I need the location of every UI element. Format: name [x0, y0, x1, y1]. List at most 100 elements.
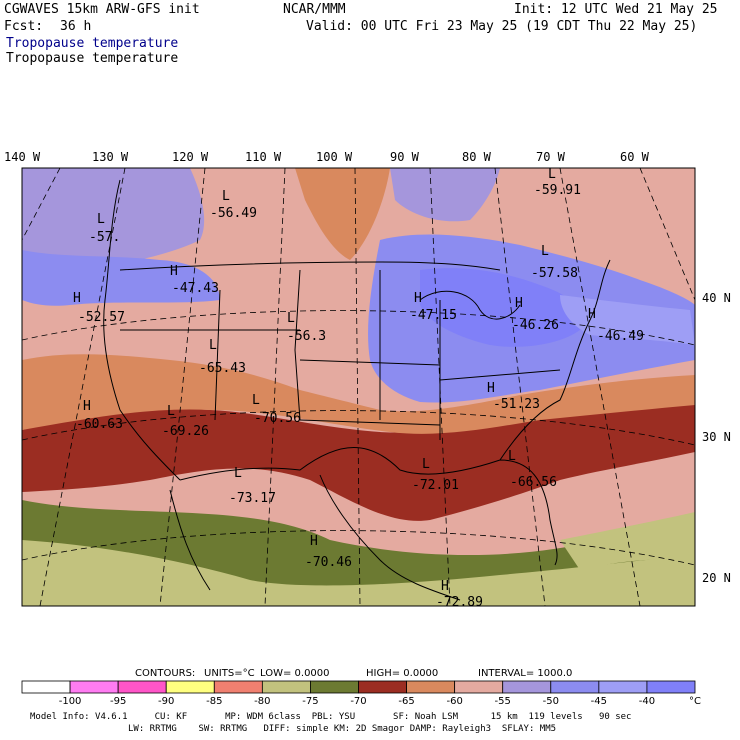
colorbar-tick-label: -45: [591, 696, 607, 707]
colorbar-swatch: [21, 680, 71, 694]
low-marker: L: [548, 167, 556, 182]
contours-title: CONTOURS:: [135, 668, 195, 679]
extremum-value: -70.56: [254, 411, 301, 426]
extremum-value: -70.46: [305, 555, 352, 570]
colorbar-swatch: [165, 680, 215, 694]
colorbar-tick-label: -70: [350, 696, 366, 707]
low-marker: L: [252, 393, 260, 408]
low-marker: L: [234, 466, 242, 481]
colorbar-swatch: [117, 680, 167, 694]
extremum-value: -47.43: [172, 281, 219, 296]
extremum-value: -72.01: [412, 478, 459, 493]
low-marker: L: [508, 449, 516, 464]
colorbar-tick-label: -60: [446, 696, 462, 707]
extremum-value: -46.49: [597, 329, 644, 344]
colorbar-tick-label: -85: [206, 696, 222, 707]
colorbar-swatch: [646, 680, 696, 694]
extremum-value: -57.58: [531, 266, 578, 281]
longitude-label: 80 W: [462, 150, 492, 164]
contours-low: LOW= 0.0000: [260, 668, 330, 679]
forecast-hour: 36 h: [60, 19, 92, 34]
map-frame: [21, 167, 696, 607]
low-marker: L: [222, 189, 230, 204]
extremum-value: -69.26: [162, 424, 209, 439]
latitude-label: 20 N: [702, 571, 731, 585]
forecast-label: Fcst:: [4, 19, 44, 34]
extrema-labels: L-59.91L-56.49L-57.H-47.43H-52.57L-57.58…: [73, 167, 644, 610]
colorbar-swatch: [69, 680, 119, 694]
temperature-shading: [22, 168, 695, 606]
colorbar-tick-label: -75: [302, 696, 318, 707]
colorbar-tick-label: -95: [110, 696, 126, 707]
colorbar-swatch: [310, 680, 359, 694]
extremum-value: -51.23: [493, 397, 540, 412]
longitude-label: 100 W: [316, 150, 353, 164]
high-marker: H: [170, 264, 178, 279]
latitude-label: 30 N: [702, 430, 731, 444]
graticule: [22, 168, 695, 606]
colorbar-swatch: [358, 680, 407, 694]
extremum-value: -46.26: [512, 318, 559, 333]
colorbar-unit: °C: [689, 696, 701, 707]
valid-time: Valid: 00 UTC Fri 23 May 25 (19 CDT Thu …: [306, 19, 698, 34]
longitude-labels: 140 W 130 W 120 W 110 W 100 W 90 W 80 W 70 W 60 …: [4, 150, 650, 164]
high-marker: H: [487, 381, 495, 396]
colorbar-swatch: [502, 680, 552, 694]
extremum-value: -47.15: [410, 308, 457, 323]
low-marker: L: [97, 212, 105, 227]
colorbar-tick-label: -65: [398, 696, 414, 707]
extremum-value: -57.: [89, 230, 120, 245]
colorbar: -100 -95 -90 -85 -80 -75 -70 -65 -60 -55 -50 -45 -40…: [21, 680, 701, 707]
extremum-value: -52.57: [78, 310, 125, 325]
longitude-label: 110 W: [245, 150, 282, 164]
high-marker: H: [441, 579, 449, 594]
longitude-label: 120 W: [172, 150, 209, 164]
init-time: Init: 12 UTC Wed 21 May 25: [514, 2, 718, 17]
contours-high: HIGH= 0.0000: [366, 668, 438, 679]
organization: NCAR/MMM: [283, 2, 346, 17]
extremum-value: -65.43: [199, 361, 246, 376]
longitude-label: 90 W: [390, 150, 420, 164]
colorbar-swatch: [454, 680, 504, 694]
longitude-label: 140 W: [4, 150, 41, 164]
low-marker: L: [422, 457, 430, 472]
high-marker: H: [310, 534, 318, 549]
low-marker: L: [209, 338, 217, 353]
high-marker: H: [588, 307, 596, 322]
colorbar-tick-label: -90: [158, 696, 174, 707]
longitude-label: 130 W: [92, 150, 129, 164]
colorbar-swatch: [261, 680, 311, 694]
latitude-label: 40 N: [702, 291, 731, 305]
colorbar-swatch: [406, 680, 456, 694]
longitude-label: 60 W: [620, 150, 650, 164]
low-marker: L: [167, 404, 175, 419]
low-marker: L: [541, 244, 549, 259]
extremum-value: -56.3: [287, 329, 326, 344]
extremum-value: -72.89: [436, 595, 483, 610]
field-title-blue: Tropopause temperature: [6, 36, 179, 51]
colorbar-swatch: [550, 680, 600, 694]
extremum-value: -56.49: [210, 206, 257, 221]
physics-info: LW: RRTMG SW: RRTMG DIFF: simple KM: 2D …: [128, 724, 557, 734]
extremum-value: -60.63: [76, 417, 123, 432]
extremum-value: -59.91: [534, 183, 581, 198]
high-marker: H: [73, 291, 81, 306]
extremum-value: -73.17: [229, 491, 276, 506]
high-marker: H: [83, 399, 91, 414]
contours-interval: INTERVAL= 1000.0: [478, 668, 572, 679]
low-marker: L: [287, 311, 295, 326]
high-marker: H: [515, 296, 523, 311]
colorbar-swatch: [598, 680, 648, 694]
field-title: Tropopause temperature: [6, 51, 179, 66]
colorbar-tick-label: -55: [495, 696, 511, 707]
latitude-labels: 40 N 30 N 20 N: [702, 291, 731, 585]
contours-units: UNITS=°C: [204, 668, 255, 679]
colorbar-tick-label: -100: [59, 696, 82, 707]
model-name: CGWAVES 15km ARW-GFS init: [4, 2, 200, 17]
colorbar-tick-label: -50: [543, 696, 559, 707]
boundaries: [103, 179, 611, 601]
colorbar-swatch: [213, 680, 263, 694]
longitude-label: 70 W: [536, 150, 566, 164]
model-info: Model Info: V4.6.1 CU: KF MP: WDM 6class…: [30, 712, 632, 722]
